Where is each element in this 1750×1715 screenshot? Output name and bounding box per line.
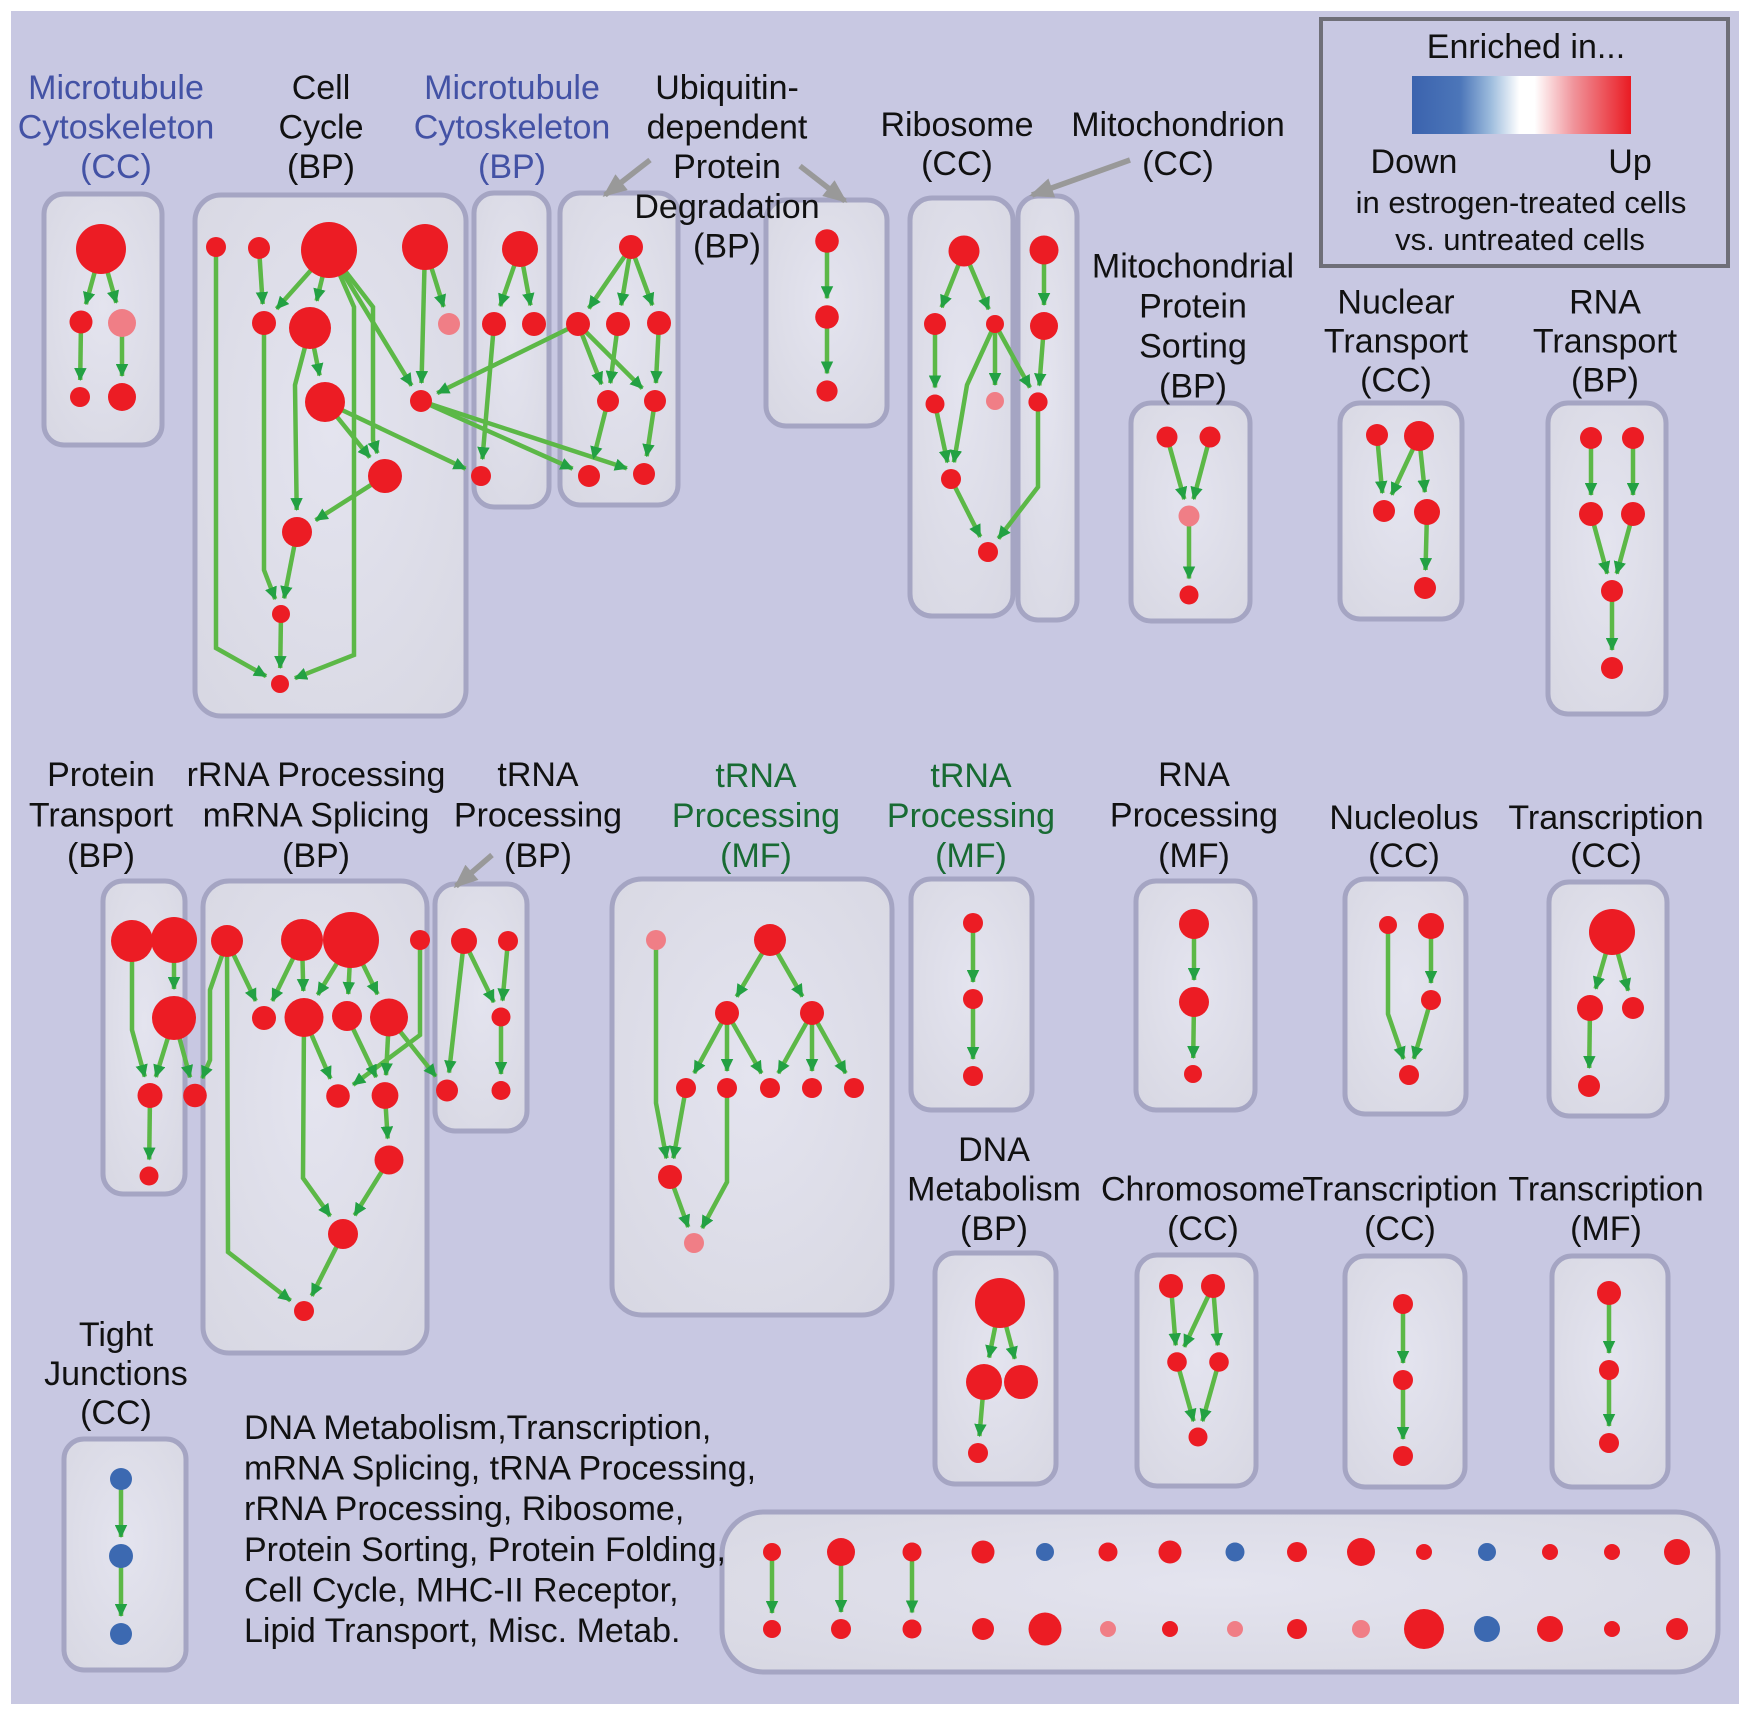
svg-text:Processing: Processing: [887, 797, 1055, 835]
svg-text:(BP): (BP): [282, 837, 350, 875]
svg-text:(CC): (CC): [1360, 362, 1432, 400]
svg-text:in estrogen-treated cells: in estrogen-treated cells: [1356, 185, 1687, 220]
svg-text:(CC): (CC): [80, 148, 152, 186]
svg-text:(CC): (CC): [1167, 1210, 1239, 1248]
svg-text:(BP): (BP): [1571, 362, 1639, 400]
svg-text:Up: Up: [1608, 143, 1651, 181]
svg-text:(BP): (BP): [478, 148, 546, 186]
svg-text:(CC): (CC): [80, 1394, 152, 1432]
svg-text:RNA: RNA: [1158, 756, 1230, 794]
svg-text:Mitochondrial: Mitochondrial: [1092, 248, 1294, 286]
svg-text:Microtubule: Microtubule: [28, 69, 204, 107]
svg-text:Transcription: Transcription: [1508, 799, 1703, 837]
svg-text:tRNA: tRNA: [715, 757, 797, 795]
svg-text:DNA Metabolism,Transcription,: DNA Metabolism,Transcription,: [244, 1409, 711, 1447]
svg-text:Lipid Transport, Misc. Metab.: Lipid Transport, Misc. Metab.: [244, 1612, 681, 1650]
svg-text:Cycle: Cycle: [278, 109, 363, 147]
svg-text:(BP): (BP): [504, 837, 572, 875]
svg-text:Ribosome: Ribosome: [880, 106, 1033, 144]
svg-text:Sorting: Sorting: [1139, 328, 1247, 366]
svg-text:Processing: Processing: [1110, 797, 1278, 835]
svg-text:Microtubule: Microtubule: [424, 69, 600, 107]
svg-text:(MF): (MF): [1158, 837, 1230, 875]
svg-text:rRNA Processing, Ribosome,: rRNA Processing, Ribosome,: [244, 1490, 684, 1528]
svg-text:Nucleolus: Nucleolus: [1329, 799, 1478, 837]
svg-text:DNA: DNA: [958, 1131, 1030, 1169]
svg-text:Junctions: Junctions: [44, 1355, 188, 1393]
svg-text:Processing: Processing: [454, 797, 622, 835]
svg-text:Cell Cycle, MHC-II Receptor,: Cell Cycle, MHC-II Receptor,: [244, 1571, 679, 1609]
svg-text:mRNA Splicing, tRNA Processing: mRNA Splicing, tRNA Processing,: [244, 1450, 756, 1488]
svg-text:Nuclear: Nuclear: [1337, 284, 1454, 322]
svg-text:(BP): (BP): [67, 837, 135, 875]
svg-text:(BP): (BP): [693, 228, 761, 266]
svg-text:rRNA Processing: rRNA Processing: [187, 756, 446, 794]
svg-text:Processing: Processing: [672, 797, 840, 835]
svg-text:(CC): (CC): [1570, 837, 1642, 875]
svg-text:Cell: Cell: [292, 69, 351, 107]
svg-text:dependent: dependent: [647, 109, 808, 147]
svg-text:Ubiquitin-: Ubiquitin-: [655, 69, 799, 107]
svg-text:(CC): (CC): [1364, 1210, 1436, 1248]
svg-text:Transport: Transport: [1533, 323, 1678, 361]
svg-text:tRNA: tRNA: [497, 756, 579, 794]
svg-text:Protein Sorting, Protein Foldi: Protein Sorting, Protein Folding,: [244, 1531, 726, 1569]
svg-text:Down: Down: [1371, 143, 1458, 181]
svg-text:(MF): (MF): [1570, 1210, 1642, 1248]
svg-text:Protein: Protein: [1139, 288, 1247, 326]
svg-text:Protein: Protein: [47, 756, 155, 794]
svg-text:Chromosome: Chromosome: [1101, 1171, 1305, 1209]
svg-text:Transport: Transport: [1324, 323, 1469, 361]
svg-text:Cytoskeleton: Cytoskeleton: [414, 109, 611, 147]
svg-text:Degradation: Degradation: [634, 188, 819, 226]
svg-text:(CC): (CC): [921, 145, 993, 183]
svg-text:Mitochondrion: Mitochondrion: [1071, 106, 1285, 144]
svg-text:Protein: Protein: [673, 148, 781, 186]
svg-text:Transcription: Transcription: [1302, 1171, 1497, 1209]
svg-text:mRNA Splicing: mRNA Splicing: [203, 797, 430, 835]
svg-text:Metabolism: Metabolism: [907, 1171, 1081, 1209]
svg-text:(BP): (BP): [960, 1210, 1028, 1248]
svg-text:(BP): (BP): [287, 148, 355, 186]
svg-text:(CC): (CC): [1368, 837, 1440, 875]
svg-text:vs. untreated cells: vs. untreated cells: [1395, 222, 1645, 257]
svg-text:(MF): (MF): [720, 837, 792, 875]
svg-text:tRNA: tRNA: [930, 757, 1012, 795]
svg-text:(MF): (MF): [935, 837, 1007, 875]
svg-text:Tight: Tight: [79, 1316, 154, 1354]
svg-text:RNA: RNA: [1569, 284, 1641, 322]
svg-text:(CC): (CC): [1142, 145, 1214, 183]
svg-text:Cytoskeleton: Cytoskeleton: [18, 109, 215, 147]
svg-text:Transport: Transport: [29, 797, 174, 835]
svg-text:Enriched in...: Enriched in...: [1427, 28, 1625, 66]
svg-text:Transcription: Transcription: [1508, 1171, 1703, 1209]
svg-text:(BP): (BP): [1159, 368, 1227, 406]
